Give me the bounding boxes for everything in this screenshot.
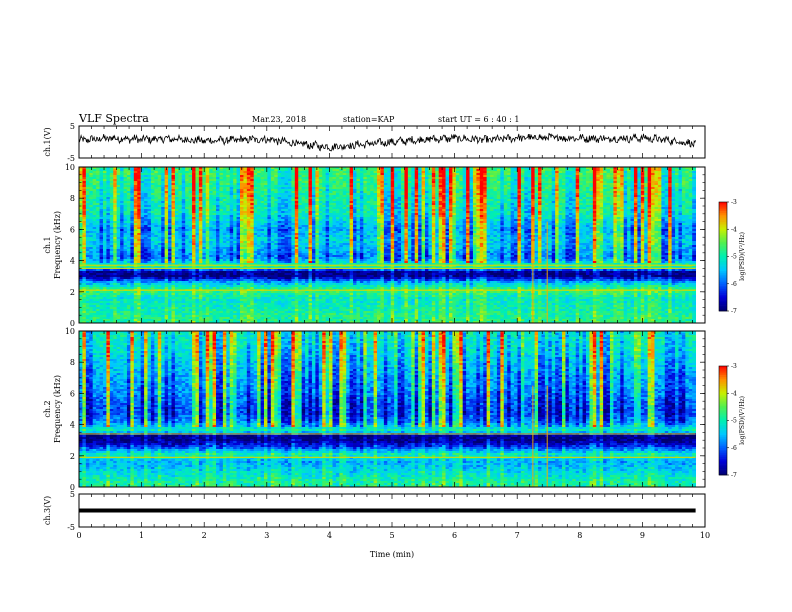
ch1-wave-ylabel: ch.1(V): [43, 127, 52, 156]
vlf-figure: VLF Spectra Mar.23, 2018 station=KAP sta…: [0, 0, 792, 612]
station-label: station=KAP: [343, 115, 395, 124]
ch1-wave-ytick-label: 5: [70, 122, 75, 131]
date-label: Mar.23, 2018: [252, 115, 306, 124]
ch1-wave-ytick-label: -5: [67, 154, 75, 163]
start-ut-label: start UT = 6 : 40 : 1: [438, 115, 519, 124]
ch1-waveform-panel: 5 -5 ch.1(V): [43, 122, 705, 163]
ch1-wave-ylabel-line: ch.1(V): [43, 127, 52, 156]
ch1-spec-cells: [79, 167, 696, 323]
ch1-waveform-line: [79, 133, 696, 151]
header: VLF Spectra Mar.23, 2018 station=KAP sta…: [78, 112, 519, 125]
figure-title: VLF Spectra: [78, 112, 149, 125]
